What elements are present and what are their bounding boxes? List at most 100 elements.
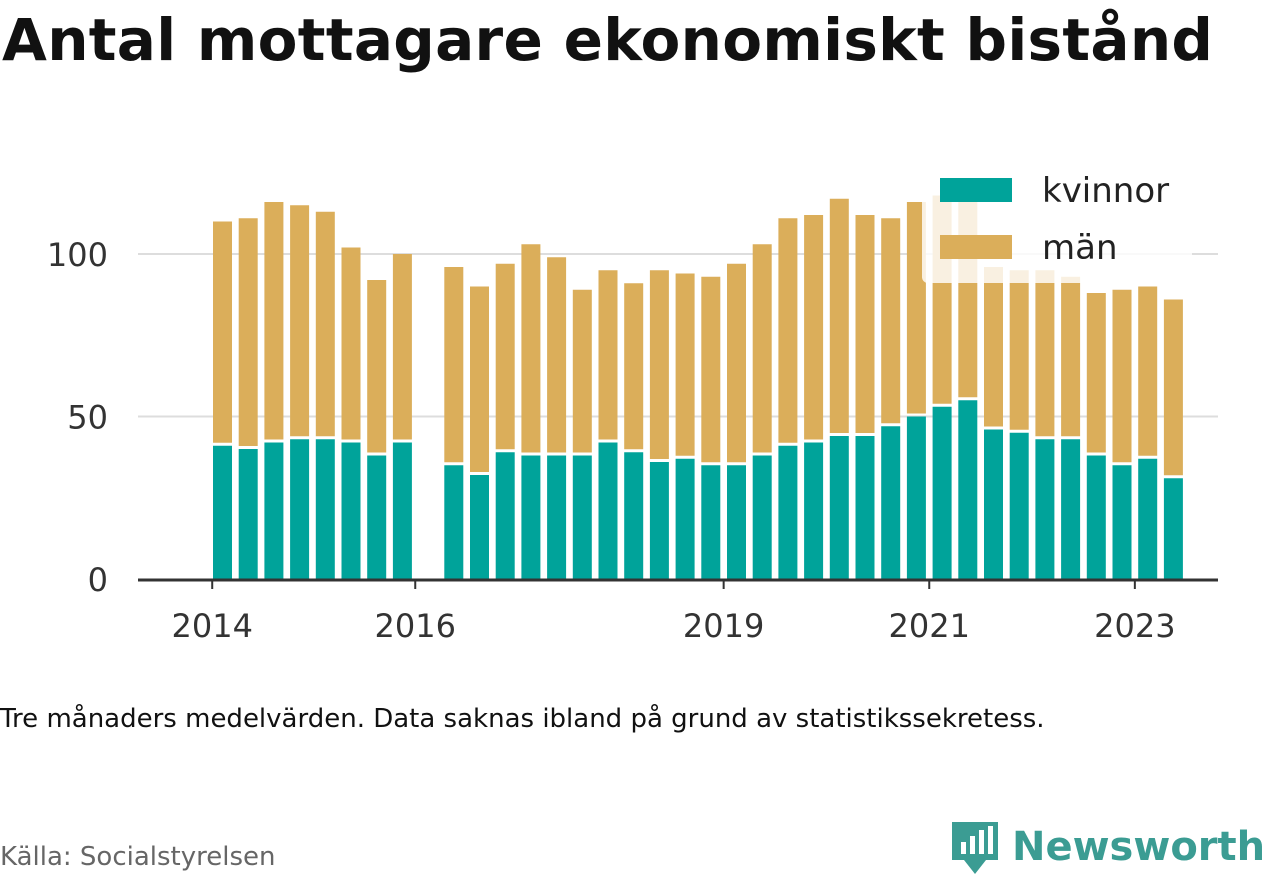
bar-män [1112,289,1132,463]
bar-kvinnor [855,436,875,579]
bar-män [624,283,644,450]
bar-kvinnor [649,462,669,579]
bar-kvinnor [881,426,901,579]
bar-män [290,205,310,437]
y-tick-label: 0 [88,561,108,599]
bar-kvinnor [727,465,746,579]
legend: kvinnor män [922,165,1192,283]
bar-group-2015-Q2 [315,211,335,579]
bar-män [264,202,284,440]
bars [213,195,1183,579]
bar-kvinnor [1112,465,1132,579]
x-tick-label: 2014 [172,607,253,645]
bar-group-2022-Q2 [1035,270,1055,579]
axes: 0 50 100 2014 2016 2019 2021 2023 [47,236,1218,645]
bar-kvinnor [906,416,926,579]
bar-group-2022-Q1 [1009,270,1029,579]
bar-group-2015-Q1 [290,205,310,579]
chart-note: Tre månaders medelvärden. Data saknas ib… [0,704,1045,734]
chart: 0 50 100 2014 2016 2019 2021 2023 kvinnor män [46,165,1218,645]
bar-kvinnor [213,445,232,579]
brand-name: Newsworthy [1012,824,1262,870]
bar-kvinnor [547,455,567,579]
bar-män [778,218,798,443]
bar-group-2022-Q4 [1086,293,1106,579]
bar-kvinnor [1035,439,1055,579]
bar-män [213,221,232,443]
bar-kvinnor [958,400,978,579]
bar-män [829,198,849,433]
bar-group-2016-Q3 [444,267,464,579]
bar-group-2014-Q3 [238,218,258,579]
bar-kvinnor [572,455,592,579]
bar-kvinnor [1061,439,1081,579]
legend-label-män: män [1042,228,1118,268]
y-tick-label: 100 [47,236,108,274]
bar-group-2015-Q3 [341,247,361,579]
bar-kvinnor [984,429,1003,579]
bar-kvinnor [1086,455,1106,579]
bar-kvinnor [624,452,644,579]
bar-män [367,280,387,453]
bar-group-2018-Q3 [649,270,669,579]
bar-group-2018-Q2 [624,283,644,579]
bar-män [1009,270,1029,430]
bar-män [572,289,592,453]
newsworthy-logo-icon [952,822,998,874]
bar-män [1163,299,1183,476]
bar-group-2017-Q1 [495,263,515,579]
bar-kvinnor [521,455,541,579]
bar-kvinnor [495,452,515,579]
bar-män [1086,293,1106,453]
bar-group-2018-Q4 [675,273,695,579]
bar-kvinnor [752,455,772,579]
bar-män [675,273,695,456]
bar-kvinnor [829,436,849,579]
bar-group-2023-Q1 [1112,289,1132,579]
x-tick-label: 2016 [375,607,456,645]
bar-kvinnor [367,455,387,579]
bar-group-2019-Q4 [778,218,798,579]
bar-group-2017-Q3 [547,257,567,579]
bar-kvinnor [701,465,721,579]
bar-män [1061,276,1081,437]
bar-group-2023-Q2 [1138,286,1158,579]
bar-group-2018-Q1 [598,270,618,579]
bar-män [238,218,258,446]
bar-group-2016-Q1 [392,254,412,579]
bar-group-2020-Q2 [829,198,849,579]
legend-swatch-män [940,235,1012,259]
legend-label-kvinnor: kvinnor [1042,171,1169,211]
bar-män [701,276,721,463]
bar-group-2023-Q3 [1163,299,1183,579]
bar-män [881,218,901,424]
bar-group-2017-Q2 [521,244,541,579]
bar-group-2019-Q3 [752,244,772,579]
bar-group-2022-Q3 [1061,276,1081,579]
bar-kvinnor [1009,432,1029,579]
bar-kvinnor [238,449,258,579]
bar-kvinnor [315,439,335,579]
bar-group-2016-Q4 [470,286,489,579]
bar-group-2021-Q1 [906,202,926,579]
brand-logo: Newsworthy [950,818,1262,876]
bar-män [341,247,361,440]
bar-group-2014-Q2 [213,221,232,579]
bar-kvinnor [778,445,798,579]
bar-kvinnor [392,442,412,579]
bar-män [804,215,824,440]
y-tick-label: 50 [67,399,108,437]
bar-kvinnor [470,475,489,579]
chart-title: Antal mottagare ekonomiskt bistånd [2,6,1214,74]
bar-män [547,257,567,453]
x-tick-label: 2021 [889,607,970,645]
bar-män [444,267,464,463]
bar-group-2020-Q4 [881,218,901,579]
bar-män [1138,286,1158,456]
x-tick-label: 2019 [683,607,764,645]
bar-kvinnor [932,406,952,579]
bar-män [315,211,335,437]
source-text: Källa: Socialstyrelsen [0,842,276,872]
bar-kvinnor [290,439,310,579]
bar-män [752,244,772,453]
